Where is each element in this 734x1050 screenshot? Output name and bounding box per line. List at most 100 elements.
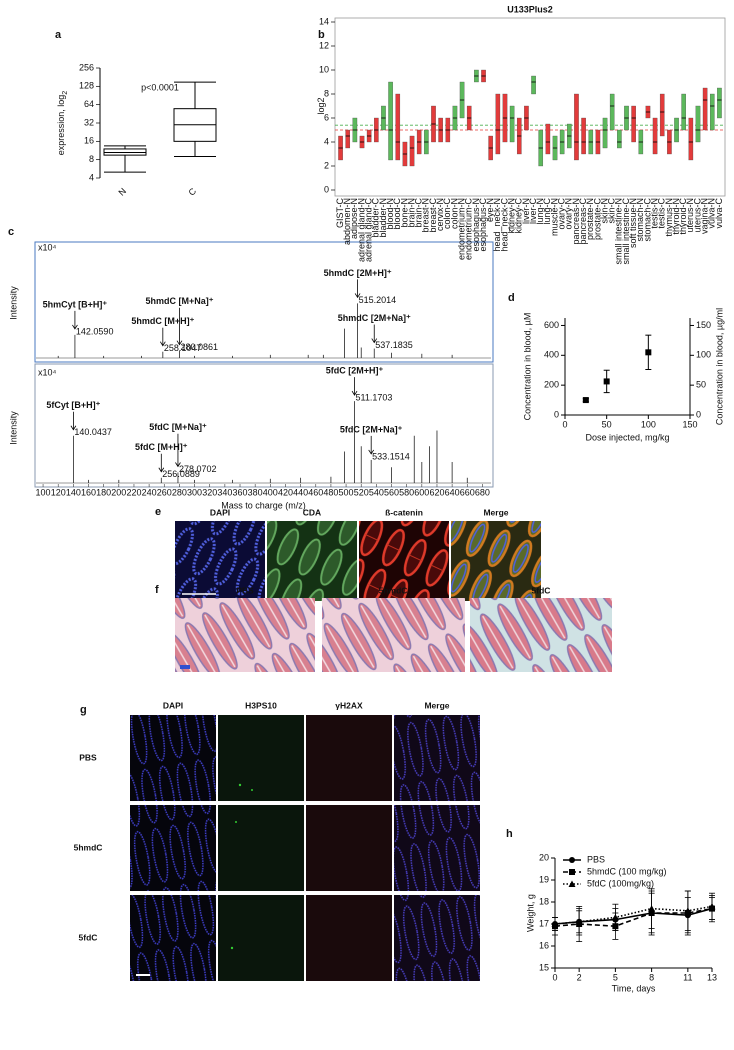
micrograph [175, 521, 265, 601]
arrow-head [351, 390, 358, 396]
mz-label: 140.0437 [74, 427, 112, 437]
x-tick-label: 600 [414, 487, 429, 497]
x-tick-label: 500 [339, 487, 354, 497]
y-tick-label: 400 [544, 350, 559, 360]
y-tick-label: 16 [539, 940, 549, 950]
micrograph [306, 805, 392, 891]
dot [230, 946, 234, 950]
scale-label: x10⁴ [38, 367, 57, 377]
image-label: 5fdC [532, 585, 551, 595]
mz-label: 537.1835 [375, 340, 413, 350]
x-tick-label: prostate-C [592, 198, 602, 241]
x-tick-label: 150 [682, 419, 697, 429]
y2-tick-label: 50 [696, 380, 706, 390]
box [409, 135, 415, 167]
y-axis-label-text: log2 [316, 97, 326, 114]
legend-label: 5fdC (100mg/kg) [587, 878, 654, 888]
mz-label: 511.1703 [356, 392, 393, 402]
y-tick-label: 0 [324, 184, 329, 194]
box [574, 93, 579, 161]
x-tick-label: 440 [293, 487, 308, 497]
x-tick-label: N [116, 186, 128, 198]
annotation-label: 5fdC [M+Na]⁺ [149, 422, 207, 432]
y-tick-label: 256 [79, 62, 94, 72]
legend-label: 5hmdC (100 mg/kg) [587, 866, 667, 876]
annotation-label: 5hmdC [M+H]⁺ [131, 316, 194, 326]
y-tick-label: 19 [539, 874, 549, 884]
y-tick-label: 10 [319, 64, 329, 74]
series-line [554, 907, 713, 928]
x-tick-label: pancreas-C [578, 198, 588, 245]
x-tick-label: pancreas-N [571, 198, 581, 245]
micrograph [306, 895, 392, 981]
box [688, 117, 694, 161]
arrow-head [159, 341, 166, 347]
x-tick-label: 13 [707, 972, 717, 982]
marker [568, 880, 576, 887]
x-tick-label: head_neck-C [499, 198, 509, 252]
x-tick-label: 260 [157, 487, 172, 497]
x-tick-label: 560 [384, 487, 399, 497]
y-tick-label: 2 [324, 160, 329, 170]
box [681, 93, 686, 131]
x-tick-label: head_neck-N [492, 198, 502, 252]
box [495, 93, 501, 155]
marker [611, 913, 619, 921]
arrow-head [368, 449, 375, 455]
x-tick-label: muscle-N [549, 198, 559, 236]
x-tick-label: 420 [278, 487, 293, 497]
x-tick-label: skin-C [607, 198, 617, 224]
mz-label: 280.0861 [180, 342, 218, 352]
annotation-label: 5hmdC [2M+H]⁺ [324, 268, 392, 278]
x-tick-label: 660 [460, 487, 475, 497]
box [545, 123, 551, 155]
micrograph [322, 598, 465, 672]
x-tick-label: esophagus-C [478, 198, 488, 252]
box [345, 129, 351, 149]
point [582, 397, 589, 404]
x-tick-label: abdomen-N [342, 198, 352, 245]
y-axis-label: Weight, g [525, 894, 535, 932]
y-tick-label: 128 [79, 81, 94, 91]
x-tick-label: 160 [81, 487, 96, 497]
x-tick-label: vulva-N [707, 198, 717, 229]
x-tick-label: lung-N [535, 198, 545, 225]
panel-letter: e [155, 506, 161, 518]
x-tick-label: breast-C [428, 198, 438, 233]
y-axis-label: expression, log2 [56, 91, 68, 156]
annotation-label: 5fCyt [B+H]⁺ [46, 400, 100, 410]
x-axis-label: Time, days [612, 983, 656, 993]
x-tick-label: 240 [142, 487, 157, 497]
scale-bar [180, 665, 190, 669]
y-axis-label-subscript: 2 [62, 91, 69, 95]
arrow-head [158, 467, 165, 473]
x-tick-label: thyroid-N [671, 198, 681, 235]
spectrum-top-frame [34, 241, 494, 363]
x-tick-label: prostate-N [585, 198, 595, 240]
point [645, 349, 652, 356]
mz-label: 515.2014 [359, 295, 397, 305]
y-tick-label: 64 [84, 99, 94, 109]
x-tick-label: 580 [399, 487, 414, 497]
mz-label: 278.0702 [179, 464, 217, 474]
x-tick-label: 120 [51, 487, 66, 497]
x-tick-label: 380 [248, 487, 263, 497]
y-tick-label: 8 [324, 88, 329, 98]
box [609, 93, 615, 131]
box [717, 87, 722, 119]
arrow-head [175, 462, 181, 468]
x-tick-label: brain-N [406, 198, 416, 228]
y-tick-label: 0 [554, 409, 559, 419]
y-tick-label: 20 [539, 852, 549, 862]
x-tick-label: uterus-N [685, 198, 695, 233]
spectrum-bottom-frame [34, 363, 494, 488]
x-tick-label: eye-N [485, 198, 495, 222]
panel-letter: d [508, 292, 515, 304]
x-tick-label: 8 [649, 972, 654, 982]
x-tick-label: liver-C [528, 198, 538, 224]
micrograph [451, 521, 541, 601]
panel-letter: h [506, 828, 513, 840]
row-label: 5fdC [79, 932, 98, 942]
y2-tick-label: 100 [696, 350, 711, 360]
